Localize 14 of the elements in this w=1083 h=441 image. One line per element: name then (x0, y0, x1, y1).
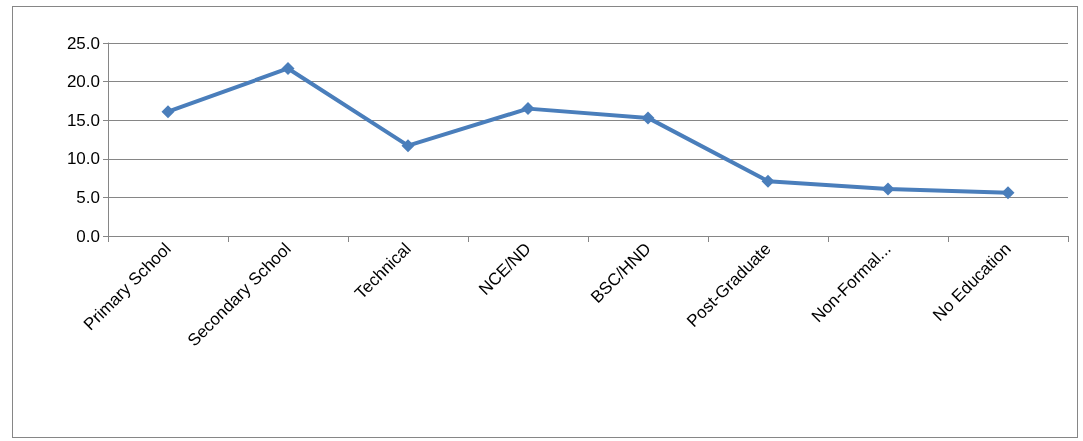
point (881, 182, 895, 196)
y-tick-label: 15.0 (66, 110, 100, 130)
point (1001, 186, 1015, 200)
y-tick-label: 5.0 (76, 187, 100, 207)
y-tick-label: 20.0 (66, 72, 100, 92)
y-tick-label: 25.0 (66, 33, 100, 53)
point (401, 139, 415, 153)
point (161, 105, 175, 119)
point (521, 102, 535, 116)
point (761, 174, 775, 188)
y-tick-label: 10.0 (66, 149, 100, 169)
point (641, 111, 655, 125)
point (281, 61, 295, 75)
y-tick-label: 0.0 (76, 226, 100, 246)
